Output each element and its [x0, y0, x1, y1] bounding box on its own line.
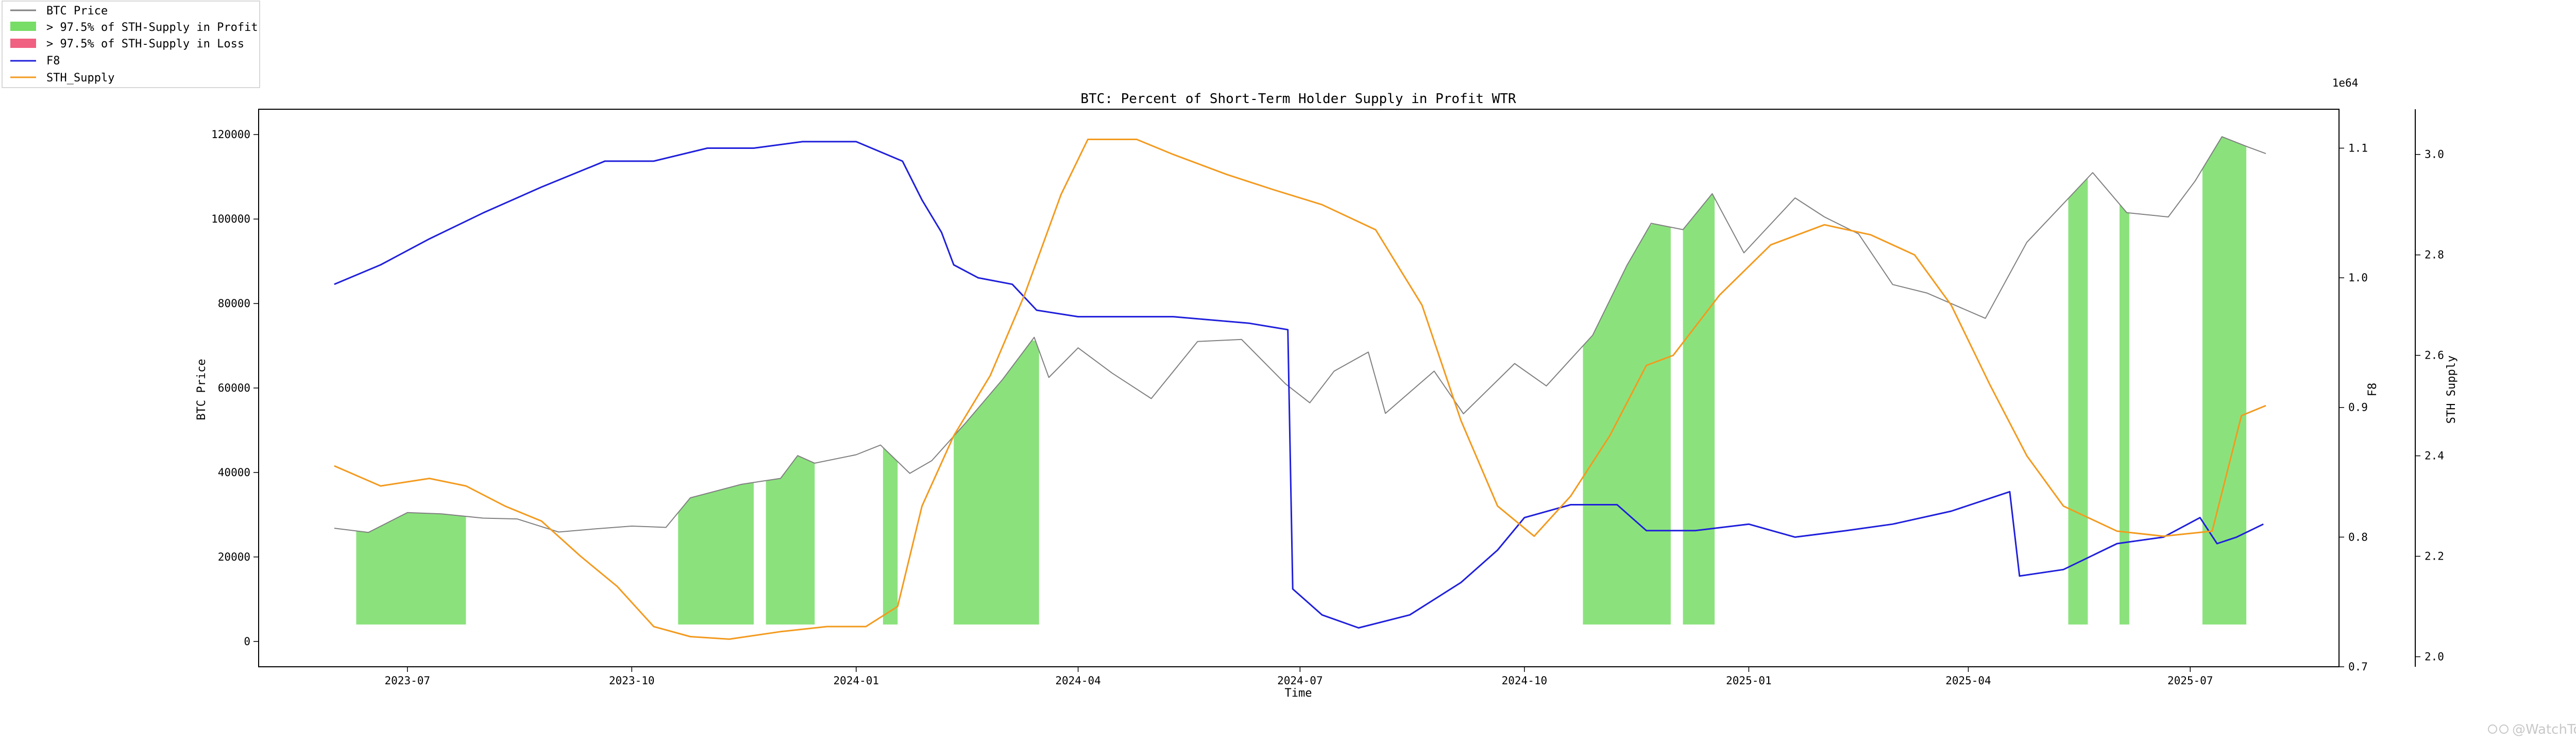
watermark: @WatchTower	[2488, 722, 2576, 737]
x-axis-label: Time	[1285, 687, 1312, 700]
legend-swatch-profit	[10, 22, 36, 31]
legend-label-sth-supply: STH_Supply	[46, 72, 114, 85]
y-axis-f8-ticks: 0.7 0.8 0.9 1.0 1.1	[2339, 142, 2368, 673]
y-sth-tick-label-4: 2.8	[2425, 249, 2444, 261]
series-lines	[334, 136, 2266, 640]
y-sth-tick-label-1: 2.2	[2425, 550, 2444, 563]
y-axis-label-sth-supply: STH Supply	[2445, 356, 2458, 424]
y-sth-tick-label-5: 3.0	[2425, 148, 2444, 161]
y-axis-sth-supply-ticks: 2.0 2.2 2.4 2.6 2.8 3.0	[2415, 148, 2444, 663]
y-f8-tick-label-3: 1.0	[2348, 272, 2368, 284]
y-left-tick-label-2: 40000	[218, 466, 250, 479]
y-axis-left-ticks: 0 20000 40000 60000 80000 100000 120000	[211, 128, 259, 648]
y-left-tick-label-5: 100000	[211, 213, 250, 225]
legend-label-profit: > 97.5% of STH-Supply in Profit	[46, 21, 258, 34]
x-tick-label-7: 2025-04	[1945, 674, 1991, 687]
legend-frame	[2, 1, 260, 88]
profit-region-7	[2068, 178, 2088, 625]
series-line-f8	[334, 141, 2264, 629]
watermark-text: @WatchTower	[2512, 722, 2576, 737]
series-line-sth-supply	[334, 139, 2266, 640]
profit-region-4	[954, 340, 1039, 625]
y-f8-tick-label-4: 1.1	[2348, 142, 2368, 154]
y-left-tick-label-6: 120000	[211, 128, 250, 141]
profit-region-5	[1583, 223, 1671, 625]
chart-title: BTC: Percent of Short-Term Holder Supply…	[1080, 91, 1516, 107]
y-f8-tick-label-0: 0.7	[2348, 661, 2368, 673]
watermark-icon-2	[2499, 724, 2509, 734]
y-left-tick-label-3: 60000	[218, 382, 250, 394]
profit-region-0	[356, 513, 466, 625]
y-sth-tick-label-0: 2.0	[2425, 651, 2444, 663]
legend-label-loss: > 97.5% of STH-Supply in Loss	[46, 38, 244, 50]
legend-swatch-loss	[10, 39, 36, 48]
series-line-btc-price	[334, 136, 2266, 533]
x-tick-label-6: 2025-01	[1726, 674, 1772, 687]
profit-region-2	[766, 456, 815, 625]
legend-label-f8: F8	[46, 55, 60, 68]
y-left-tick-label-0: 0	[244, 635, 250, 648]
x-tick-label-5: 2024-10	[1502, 674, 1548, 687]
y-f8-tick-label-1: 0.8	[2348, 531, 2368, 543]
y-axis-label-left: BTC Price	[195, 359, 208, 420]
legend-label-btc-price: BTC Price	[46, 5, 108, 18]
x-tick-label-0: 2023-07	[385, 674, 431, 687]
x-tick-label-8: 2025-07	[2167, 674, 2213, 687]
y-left-tick-label-1: 20000	[218, 551, 250, 563]
watermark-icon	[2488, 724, 2497, 734]
x-tick-label-1: 2023-10	[609, 674, 655, 687]
x-tick-label-4: 2024-07	[1277, 674, 1323, 687]
profit-region-9	[2202, 137, 2247, 625]
profit-region-6	[1683, 194, 1715, 625]
x-tick-label-3: 2024-04	[1055, 674, 1101, 687]
y-axis-label-f8: F8	[2366, 383, 2379, 397]
y-f8-tick-label-2: 0.9	[2348, 401, 2368, 414]
profit-region-8	[2120, 204, 2129, 625]
y-sth-tick-label-3: 2.6	[2425, 349, 2444, 362]
profit-region-3	[883, 447, 898, 625]
right2-offset-label: 1e64	[2332, 77, 2359, 89]
profit-region-1	[678, 482, 754, 625]
x-tick-label-2: 2024-01	[834, 674, 879, 687]
legend: BTC Price > 97.5% of STH-Supply in Profi…	[2, 1, 260, 88]
profit-regions	[356, 137, 2247, 625]
y-left-tick-label-4: 80000	[218, 297, 250, 310]
x-axis-ticks: 2023-07 2023-10 2024-01 2024-04 2024-07 2024-…	[385, 667, 2213, 687]
y-sth-tick-label-2: 2.4	[2425, 450, 2444, 462]
